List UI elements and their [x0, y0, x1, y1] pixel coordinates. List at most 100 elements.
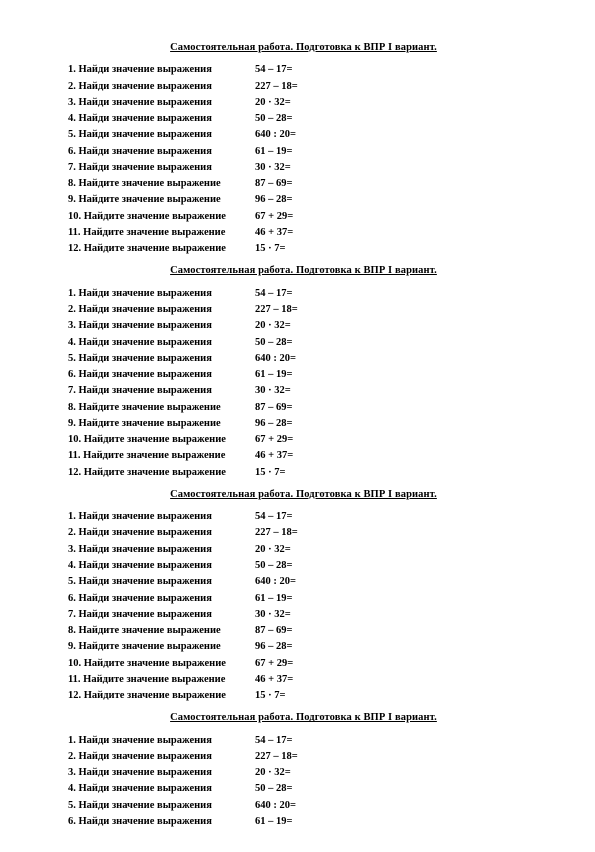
exercise-row: 5. Найди значение выражения640 : 20= [68, 574, 539, 590]
exercise-expression: 20 · 32= [255, 542, 291, 558]
exercise-prompt: 2. Найди значение выражения [68, 79, 255, 95]
exercise-row: 6. Найди значение выражения61 – 19= [68, 144, 539, 160]
exercise-prompt: 1. Найди значение выражения [68, 509, 255, 525]
exercise-row: 2. Найди значение выражения227 – 18= [68, 302, 539, 318]
exercise-row: 9. Найдите значение выражение96 – 28= [68, 639, 539, 655]
section-title: Самостоятельная работа. Подготовка к ВПР… [68, 40, 539, 56]
exercise-prompt: 10. Найдите значение выражение [68, 432, 255, 448]
exercise-row: 12. Найдите значение выражение15 · 7= [68, 465, 539, 481]
exercise-prompt: 9. Найдите значение выражение [68, 639, 255, 655]
exercise-prompt: 3. Найди значение выражения [68, 95, 255, 111]
exercise-row: 12. Найдите значение выражение15 · 7= [68, 688, 539, 704]
exercise-expression: 227 – 18= [255, 525, 298, 541]
exercise-expression: 87 – 69= [255, 400, 292, 416]
exercise-row: 7. Найди значение выражения30 · 32= [68, 607, 539, 623]
exercise-row: 4. Найди значение выражения50 – 28= [68, 558, 539, 574]
exercise-prompt: 4. Найди значение выражения [68, 335, 255, 351]
exercise-prompt: 11. Найдите значение выражение [68, 448, 255, 464]
exercise-prompt: 7. Найди значение выражения [68, 607, 255, 623]
exercise-row: 3. Найди значение выражения20 · 32= [68, 765, 539, 781]
exercise-expression: 15 · 7= [255, 241, 286, 257]
exercise-expression: 46 + 37= [255, 448, 293, 464]
exercise-row: 10. Найдите значение выражение67 + 29= [68, 209, 539, 225]
exercise-prompt: 8. Найдите значение выражение [68, 623, 255, 639]
exercise-prompt: 12. Найдите значение выражение [68, 688, 255, 704]
exercise-prompt: 9. Найдите значение выражение [68, 416, 255, 432]
exercise-expression: 15 · 7= [255, 688, 286, 704]
section-title: Самостоятельная работа. Подготовка к ВПР… [68, 710, 539, 726]
exercise-prompt: 6. Найди значение выражения [68, 591, 255, 607]
exercise-prompt: 6. Найди значение выражения [68, 814, 255, 830]
exercise-row: 11. Найдите значение выражение46 + 37= [68, 672, 539, 688]
exercise-row: 4. Найди значение выражения50 – 28= [68, 111, 539, 127]
exercise-row: 5. Найди значение выражения640 : 20= [68, 127, 539, 143]
exercise-prompt: 7. Найди значение выражения [68, 160, 255, 176]
exercise-block: 1. Найди значение выражения54 – 17=2. На… [68, 286, 539, 481]
exercise-prompt: 4. Найди значение выражения [68, 781, 255, 797]
exercise-expression: 50 – 28= [255, 781, 292, 797]
exercise-prompt: 5. Найди значение выражения [68, 798, 255, 814]
exercise-expression: 67 + 29= [255, 209, 293, 225]
exercise-row: 9. Найдите значение выражение96 – 28= [68, 416, 539, 432]
exercise-expression: 227 – 18= [255, 749, 298, 765]
exercise-row: 7. Найди значение выражения30 · 32= [68, 383, 539, 399]
exercise-expression: 61 – 19= [255, 814, 292, 830]
exercise-expression: 227 – 18= [255, 302, 298, 318]
exercise-expression: 96 – 28= [255, 416, 292, 432]
exercise-expression: 67 + 29= [255, 656, 293, 672]
exercise-prompt: 1. Найди значение выражения [68, 733, 255, 749]
exercise-prompt: 3. Найди значение выражения [68, 765, 255, 781]
exercise-block: 1. Найди значение выражения54 – 17=2. На… [68, 733, 539, 831]
page: Самостоятельная работа. Подготовка к ВПР… [0, 0, 595, 852]
exercise-row: 10. Найдите значение выражение67 + 29= [68, 432, 539, 448]
exercise-prompt: 1. Найди значение выражения [68, 286, 255, 302]
exercise-prompt: 4. Найди значение выражения [68, 111, 255, 127]
exercise-expression: 46 + 37= [255, 672, 293, 688]
exercise-expression: 640 : 20= [255, 798, 296, 814]
exercise-prompt: 7. Найди значение выражения [68, 383, 255, 399]
exercise-row: 2. Найди значение выражения227 – 18= [68, 525, 539, 541]
exercise-expression: 87 – 69= [255, 623, 292, 639]
exercise-expression: 61 – 19= [255, 591, 292, 607]
exercise-expression: 54 – 17= [255, 286, 292, 302]
exercise-row: 11. Найдите значение выражение46 + 37= [68, 225, 539, 241]
exercise-expression: 61 – 19= [255, 144, 292, 160]
exercise-prompt: 5. Найди значение выражения [68, 127, 255, 143]
exercise-row: 5. Найди значение выражения640 : 20= [68, 351, 539, 367]
exercise-prompt: 3. Найди значение выражения [68, 542, 255, 558]
exercise-block: 1. Найди значение выражения54 – 17=2. На… [68, 62, 539, 257]
exercise-prompt: 3. Найди значение выражения [68, 318, 255, 334]
section-title: Самостоятельная работа. Подготовка к ВПР… [68, 263, 539, 279]
exercise-row: 9. Найдите значение выражение96 – 28= [68, 192, 539, 208]
exercise-expression: 54 – 17= [255, 733, 292, 749]
exercise-row: 12. Найдите значение выражение15 · 7= [68, 241, 539, 257]
exercise-prompt: 12. Найдите значение выражение [68, 241, 255, 257]
exercise-expression: 227 – 18= [255, 79, 298, 95]
exercise-expression: 54 – 17= [255, 509, 292, 525]
exercise-expression: 96 – 28= [255, 192, 292, 208]
exercise-row: 5. Найди значение выражения640 : 20= [68, 798, 539, 814]
exercise-expression: 640 : 20= [255, 351, 296, 367]
exercise-expression: 20 · 32= [255, 318, 291, 334]
exercise-expression: 640 : 20= [255, 574, 296, 590]
exercise-expression: 30 · 32= [255, 383, 291, 399]
exercise-prompt: 10. Найдите значение выражение [68, 209, 255, 225]
exercise-row: 3. Найди значение выражения20 · 32= [68, 95, 539, 111]
exercise-prompt: 2. Найди значение выражения [68, 525, 255, 541]
exercise-expression: 15 · 7= [255, 465, 286, 481]
exercise-prompt: 1. Найди значение выражения [68, 62, 255, 78]
exercise-prompt: 5. Найди значение выражения [68, 351, 255, 367]
exercise-prompt: 6. Найди значение выражения [68, 144, 255, 160]
exercise-expression: 30 · 32= [255, 160, 291, 176]
exercise-expression: 87 – 69= [255, 176, 292, 192]
exercise-row: 3. Найди значение выражения20 · 32= [68, 318, 539, 334]
exercise-prompt: 12. Найдите значение выражение [68, 465, 255, 481]
section-title: Самостоятельная работа. Подготовка к ВПР… [68, 487, 539, 503]
exercise-row: 8. Найдите значение выражение87 – 69= [68, 623, 539, 639]
exercise-expression: 50 – 28= [255, 335, 292, 351]
exercise-row: 8. Найдите значение выражение87 – 69= [68, 176, 539, 192]
exercise-row: 6. Найди значение выражения61 – 19= [68, 814, 539, 830]
exercise-row: 2. Найди значение выражения227 – 18= [68, 749, 539, 765]
exercise-expression: 20 · 32= [255, 95, 291, 111]
exercise-row: 1. Найди значение выражения54 – 17= [68, 286, 539, 302]
